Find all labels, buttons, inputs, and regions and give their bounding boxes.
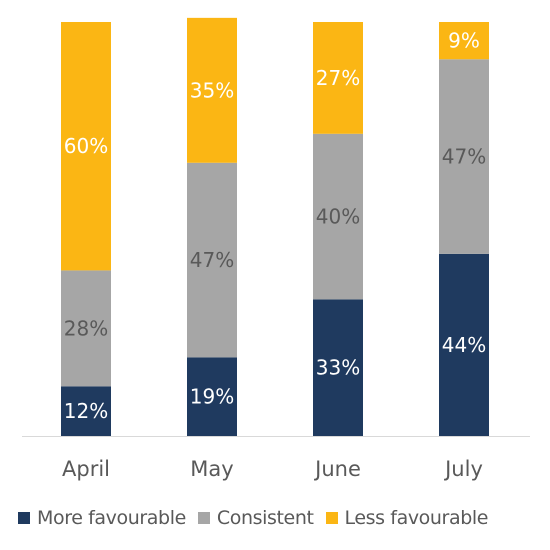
legend-label-more-favourable: More favourable [37, 507, 186, 529]
legend-label-consistent: Consistent [216, 507, 314, 529]
category-label-june: June [313, 457, 361, 481]
data-label-consistent-july: 47% [442, 145, 486, 169]
data-label-less-favourable-june: 27% [316, 66, 360, 90]
data-label-consistent-april: 28% [64, 316, 108, 340]
bar-segment-less-favourable-april [61, 22, 111, 271]
data-label-more-favourable-may: 19% [190, 385, 234, 409]
bar-segment-more-favourable-july [439, 253, 489, 436]
data-label-consistent-june: 40% [316, 205, 360, 229]
chart-legend: More favourable Consistent Less favourab… [18, 506, 488, 530]
data-label-less-favourable-july: 9% [448, 29, 480, 53]
legend-swatch-consistent [197, 512, 210, 524]
legend-label-less-favourable: Less favourable [344, 507, 489, 529]
bar-segment-more-favourable-may [187, 357, 237, 436]
legend-swatch-more-favourable [18, 512, 30, 524]
bar-segment-more-favourable-april [61, 386, 111, 436]
legend-swatch-less-favourable [325, 512, 338, 524]
data-label-less-favourable-may: 35% [190, 78, 234, 102]
bar-segment-consistent-april [61, 270, 111, 387]
legend-item-less-favourable: Less favourable [325, 507, 489, 529]
bar-segment-consistent-june [313, 133, 363, 300]
data-label-less-favourable-april: 60% [64, 134, 108, 158]
category-label-april: April [62, 457, 110, 481]
legend-item-more-favourable: More favourable [18, 507, 186, 529]
bar-segment-consistent-may [187, 162, 237, 358]
bar-segment-more-favourable-june [313, 299, 363, 436]
bar-segment-less-favourable-may [187, 17, 237, 163]
data-label-more-favourable-july: 44% [442, 333, 486, 357]
legend-item-consistent: Consistent [197, 507, 314, 529]
data-label-more-favourable-april: 12% [64, 399, 108, 423]
category-label-may: May [190, 457, 233, 481]
bar-segment-less-favourable-june [313, 22, 363, 134]
category-label-july: July [443, 457, 483, 481]
bar-segment-less-favourable-july [439, 22, 489, 60]
data-label-more-favourable-june: 33% [316, 356, 360, 380]
bar-segment-consistent-july [439, 59, 489, 254]
data-label-consistent-may: 47% [190, 248, 234, 272]
